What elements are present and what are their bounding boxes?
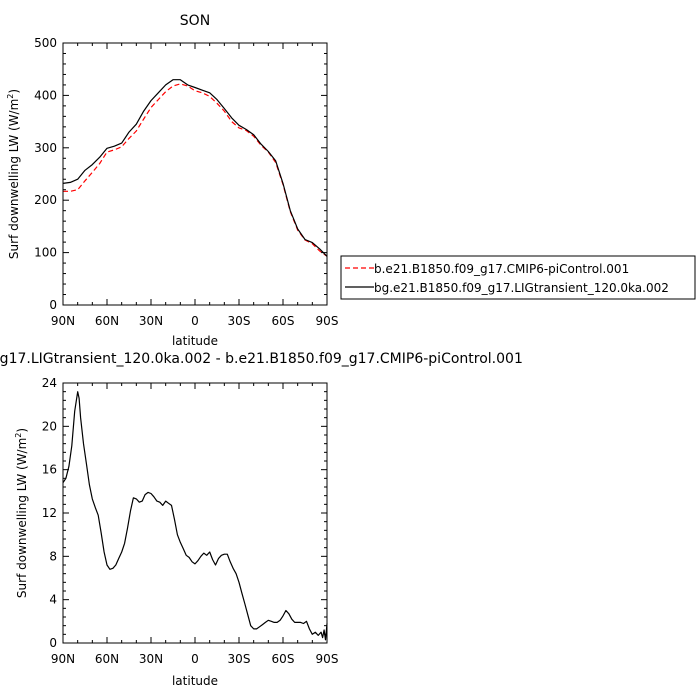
y-tick-label: 200 bbox=[34, 193, 57, 207]
chart-title: bg.e21.B1850.f09_g17.LIGtransient_120.0k… bbox=[0, 351, 523, 367]
y-tick-label: 20 bbox=[42, 419, 57, 433]
x-tick-label: 60N bbox=[95, 652, 119, 666]
y-tick-label: 0 bbox=[49, 298, 57, 312]
series-line-2 bbox=[62, 79, 328, 257]
x-tick-label: 0 bbox=[191, 314, 199, 328]
x-tick-label: 30N bbox=[139, 314, 163, 328]
x-axis-label: latitude bbox=[172, 334, 218, 348]
y-tick-label: 500 bbox=[34, 36, 57, 50]
chart-title: SON bbox=[180, 13, 210, 29]
y-tick-label: 24 bbox=[42, 376, 57, 390]
legend-label-cmip6-picontrol: b.e21.B1850.f09_g17.CMIP6-piControl.001 bbox=[374, 262, 629, 276]
plot-frame-son bbox=[62, 42, 328, 306]
series-line-1 bbox=[63, 83, 328, 257]
x-tick-label: 30S bbox=[228, 652, 251, 666]
legend: b.e21.B1850.f09_g17.CMIP6-piControl.001 … bbox=[340, 255, 696, 300]
y-tick-label: 4 bbox=[49, 593, 57, 607]
x-tick-label: 30N bbox=[139, 652, 163, 666]
x-axis-label: latitude bbox=[172, 674, 218, 688]
x-tick-label: 90S bbox=[316, 314, 339, 328]
x-tick-label: 60N bbox=[95, 314, 119, 328]
chart-difference: bg.e21.B1850.f09_g17.LIGtransient_120.0k… bbox=[0, 351, 523, 688]
y-tick-label: 0 bbox=[49, 636, 57, 650]
y-tick-label: 100 bbox=[34, 246, 57, 260]
y-tick-label: 8 bbox=[49, 549, 57, 563]
y-axis-label: Surf downwelling LW (W/m2) bbox=[6, 89, 21, 259]
x-tick-label: 60S bbox=[272, 314, 295, 328]
plot-area-difference: 90N 60N 30N 0 30S 60S 90S 0 4 8 12 16 20 24 bbox=[42, 376, 339, 666]
x-tick-label: 0 bbox=[191, 652, 199, 666]
y-tick-label: 16 bbox=[42, 463, 57, 477]
x-tick-label: 90N bbox=[51, 652, 75, 666]
y-tick-label: 300 bbox=[34, 141, 57, 155]
x-tick-label: 60S bbox=[272, 652, 295, 666]
series-line-1 bbox=[62, 391, 328, 641]
chart-son: SON 90N 60N 30N 0 30S 60S 90S0100200300400500 … bbox=[6, 13, 696, 348]
x-tick-label: 90N bbox=[51, 314, 75, 328]
y-tick-label: 400 bbox=[34, 88, 57, 102]
plot-area-son: 90N 60N 30N 0 30S 60S 90S 0 100 200 300 400 500 bbox=[34, 36, 338, 328]
legend-box bbox=[340, 255, 696, 300]
y-axis-label: Surf downwelling LW (W/m2) bbox=[14, 428, 29, 598]
legend-label-ligtransient: bg.e21.B1850.f09_g17.LIGtransient_120.0k… bbox=[374, 281, 669, 295]
x-tick-label: 30S bbox=[228, 314, 251, 328]
x-tick-label: 90S bbox=[316, 652, 339, 666]
plot-frame-difference bbox=[62, 382, 328, 644]
y-tick-label: 12 bbox=[42, 506, 57, 520]
